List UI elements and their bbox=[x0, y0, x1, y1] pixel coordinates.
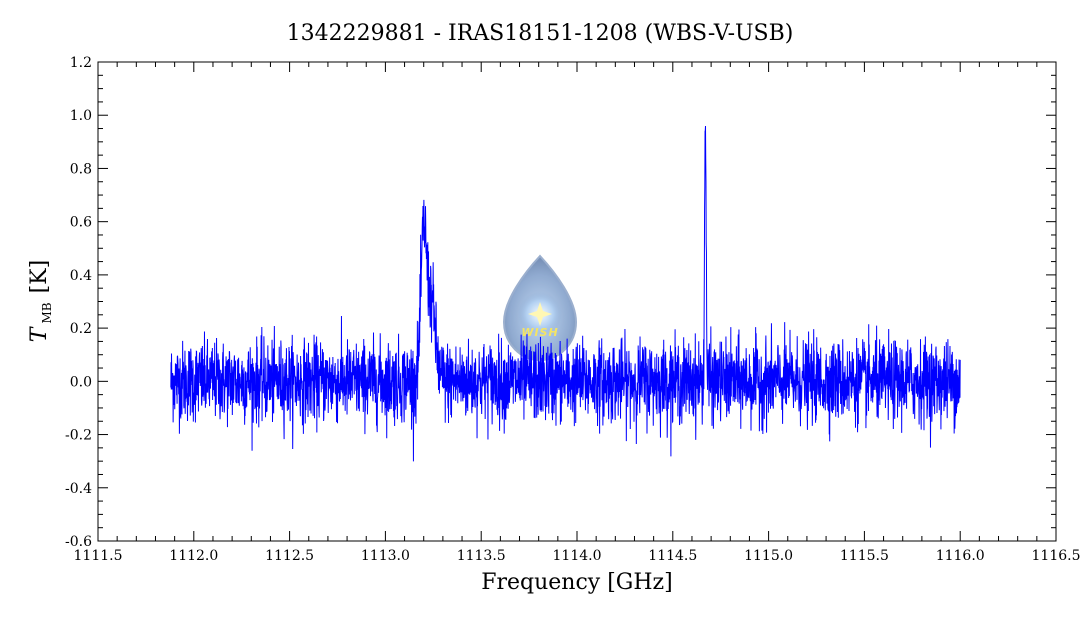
y-axis-label-unit: [K] bbox=[27, 260, 52, 294]
y-tick-label: 1.2 bbox=[70, 55, 92, 71]
y-tick-label: -0.4 bbox=[65, 481, 92, 497]
y-tick-label: -0.2 bbox=[65, 428, 92, 444]
logo-star-icon bbox=[528, 302, 552, 326]
wish-logo: WISH bbox=[502, 254, 578, 362]
y-tick-label: 0.4 bbox=[70, 268, 92, 284]
y-axis-label: T MB [K] bbox=[27, 260, 55, 342]
x-tick-label: 1112.0 bbox=[169, 548, 218, 564]
y-tick-label: 0.0 bbox=[70, 374, 92, 390]
x-tick-label: 1114.0 bbox=[553, 548, 602, 564]
x-axis-label: Frequency [GHz] bbox=[481, 570, 673, 595]
y-tick-label: -0.6 bbox=[65, 534, 92, 550]
x-tick-label: 1116.0 bbox=[936, 548, 985, 564]
x-axis-ticks: 1111.5 1112.0 1112.5 1113.0 1113.5 1114.0 1114… bbox=[74, 62, 1080, 564]
y-axis-label-symbol: T bbox=[27, 325, 52, 342]
x-tick-label: 1115.0 bbox=[744, 548, 793, 564]
y-tick-label: 0.6 bbox=[70, 215, 92, 231]
x-tick-label: 1111.5 bbox=[74, 548, 123, 564]
y-tick-label: 1.0 bbox=[70, 108, 92, 124]
x-tick-label: 1116.5 bbox=[1032, 548, 1080, 564]
x-tick-label: 1112.5 bbox=[265, 548, 314, 564]
x-tick-label: 1113.5 bbox=[457, 548, 506, 564]
y-tick-label: 0.2 bbox=[70, 321, 92, 337]
svg-text:T MB [K]: T MB [K] bbox=[27, 260, 55, 342]
x-tick-label: 1113.0 bbox=[361, 548, 410, 564]
y-tick-label: 0.8 bbox=[70, 161, 92, 177]
logo-text: WISH bbox=[521, 326, 558, 339]
plot-frame bbox=[97, 61, 1057, 542]
y-axis-label-subscript: MB bbox=[40, 302, 54, 323]
x-tick-label: 1114.5 bbox=[648, 548, 697, 564]
x-tick-label: 1115.5 bbox=[840, 548, 889, 564]
spectrum-line bbox=[170, 125, 961, 462]
y-axis-ticks: -0.6 -0.4 -0.2 0.0 0.2 0.4 0.6 0.8 1.0 1.2 bbox=[65, 55, 1056, 550]
chart-title: 1342229881 - IRAS18151-1208 (WBS-V-USB) bbox=[287, 21, 794, 46]
